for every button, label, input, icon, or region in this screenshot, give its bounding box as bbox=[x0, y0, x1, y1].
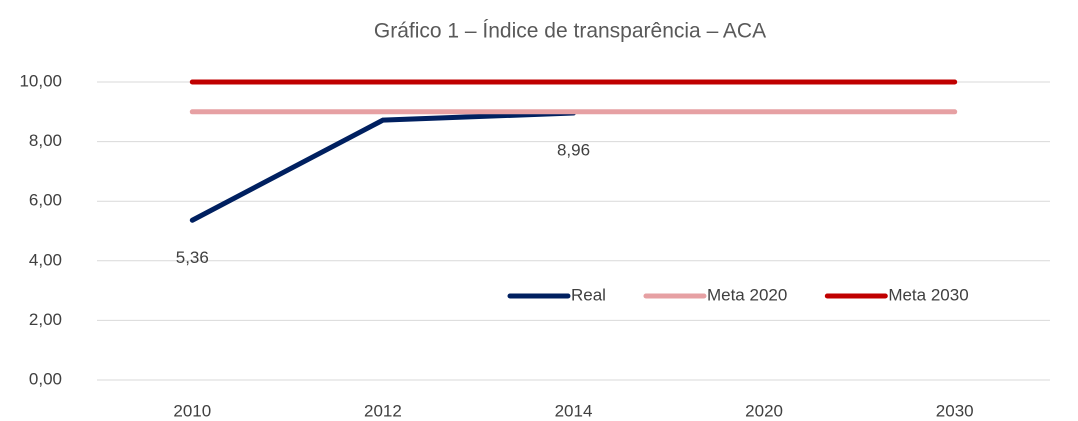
y-tick-label: 4,00 bbox=[29, 250, 62, 269]
x-tick-label: 2020 bbox=[745, 401, 783, 420]
x-tick-label: 2010 bbox=[173, 401, 211, 420]
legend-label: Real bbox=[571, 285, 606, 304]
y-tick-label: 8,00 bbox=[29, 131, 62, 150]
data-label: 5,36 bbox=[176, 248, 209, 267]
x-tick-label: 2012 bbox=[364, 401, 402, 420]
x-tick-label: 2030 bbox=[936, 401, 974, 420]
series-line bbox=[189, 110, 576, 223]
data-label: 8,96 bbox=[557, 140, 590, 159]
legend-label: Meta 2020 bbox=[707, 285, 787, 304]
chart-title: Gráfico 1 – Índice de transparência – AC… bbox=[374, 20, 766, 43]
y-tick-label: 0,00 bbox=[29, 369, 62, 388]
legend-label: Meta 2030 bbox=[888, 285, 968, 304]
y-tick-label: 2,00 bbox=[29, 310, 62, 329]
x-tick-label: 2014 bbox=[555, 401, 593, 420]
y-tick-label: 10,00 bbox=[19, 71, 62, 90]
y-tick-label: 6,00 bbox=[29, 191, 62, 210]
